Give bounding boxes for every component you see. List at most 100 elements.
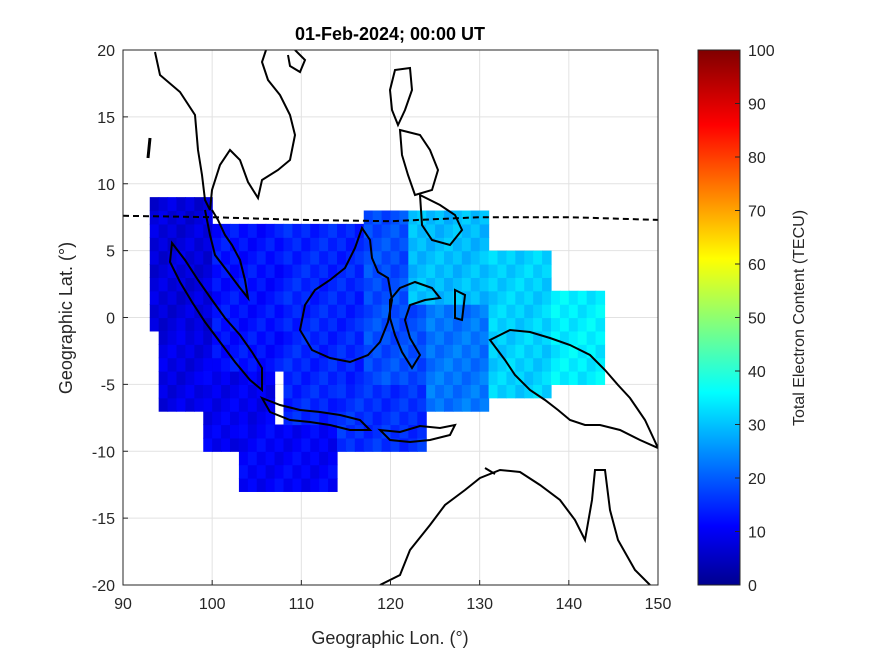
tec-cell [354,250,365,265]
tec-cell [301,384,311,399]
tec-cell [479,317,490,332]
tec-cell [185,264,195,278]
tec-cell [408,371,418,385]
tec-cell [247,237,258,252]
tec-cell [238,317,249,332]
tec-cell [399,237,409,252]
tec-cell [319,290,329,305]
tec-cell [390,317,401,332]
tec-cell [292,437,302,452]
tec-cell [390,237,401,252]
tec-cell [310,304,320,319]
tec-cell [408,264,418,278]
tec-cell [203,330,213,345]
tec-cell [390,250,401,265]
tec-cell [328,478,338,492]
tec-cell [488,264,499,278]
tec-cell [354,371,365,385]
tec-cell [595,317,606,332]
tec-cell [524,330,534,345]
tec-cell [194,290,204,305]
tec-cell [354,424,365,439]
tec-cell [319,250,329,265]
tec-cell [292,264,302,278]
tec-cell [515,304,525,319]
tec-cell [283,237,294,252]
tec-cell [533,357,543,372]
tec-cell [328,397,338,412]
colorbar-tick-label: 20 [748,471,766,488]
tec-cell [497,371,508,385]
tec-cell [221,237,231,252]
tec-cell [345,344,356,359]
tec-cell [399,210,409,225]
tec-cell [345,371,356,385]
tec-cell [265,330,276,345]
tec-cell [470,290,481,305]
tec-cell [337,317,347,332]
tec-cell [221,223,231,238]
tec-cell [381,237,392,252]
tec-cell [452,237,463,252]
tec-cell [461,290,472,305]
tec-cell [167,317,178,332]
tec-cell [283,277,294,292]
tec-cell [551,304,561,319]
tec-cell [337,304,347,319]
tec-cell [426,330,436,345]
tec-cell [470,330,481,345]
tec-cell [158,317,169,332]
tec-cell [238,304,249,319]
tec-cell [292,451,302,466]
tec-cell [176,384,187,399]
tec-cell [479,344,490,359]
tec-cell [274,290,285,305]
tec-cell [212,290,222,305]
tec-cell [444,223,454,238]
tec-cell [461,264,472,278]
tec-cell [381,264,392,278]
tec-cell [444,357,454,372]
tec-cell [345,384,356,399]
tec-cell [167,304,178,319]
tec-cell [185,317,195,332]
tec-cell [158,210,169,225]
y-tick-label: -15 [92,511,115,528]
tec-cell [452,371,463,385]
tec-cell [274,264,285,278]
tec-cell [435,397,445,412]
tec-cell [319,464,329,479]
tec-cell [497,264,508,278]
tec-cell [265,384,276,399]
tec-cell [328,277,338,292]
tec-cell [408,317,418,332]
tec-cell [194,210,204,225]
tec-cell [488,371,499,385]
tec-cell [577,330,588,345]
tec-cell [363,330,374,345]
tec-cell [212,317,222,332]
tec-cell [301,264,311,278]
tec-cell [417,397,427,412]
tec-cell [185,357,195,372]
coastline-sulawesi [389,280,442,370]
tec-cell [444,250,454,265]
tec-cell [506,371,516,385]
tec-cell [238,371,249,385]
tec-cell [408,344,418,359]
tec-cell [577,304,588,319]
tec-cell [203,250,213,265]
tec-cell [524,384,534,399]
tec-cell [301,330,311,345]
tec-cell [337,330,347,345]
tec-cell [310,264,320,278]
tec-cell [319,237,329,252]
tec-cell [381,304,392,319]
tec-cell [461,277,472,292]
tec-cell [452,317,463,332]
colorbar-tick-label: 0 [748,578,757,595]
tec-cell [515,317,525,332]
tec-cell [176,397,187,412]
tec-cell [354,290,365,305]
tec-cell [149,210,160,225]
